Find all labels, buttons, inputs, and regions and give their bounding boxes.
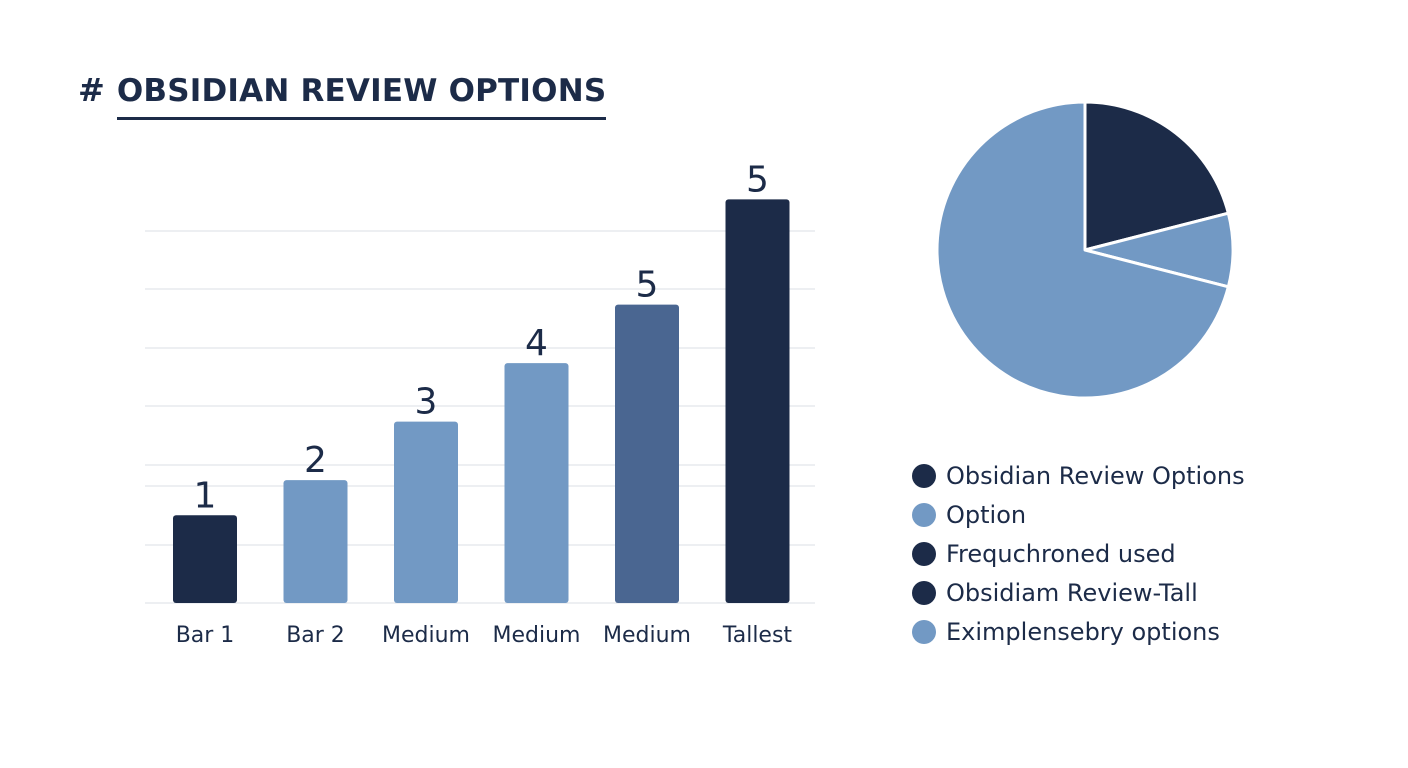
hash-icon: # <box>78 71 105 109</box>
bar-category-label-5: Medium <box>603 623 691 648</box>
bar-chart-grid <box>145 230 815 604</box>
pie-slice-3 <box>935 100 1230 400</box>
bar-chart-value-labels: 1 2 3 4 5 5 <box>194 159 769 516</box>
bar-value-label-3: 3 <box>415 382 438 423</box>
bar-chart-bars <box>173 199 790 603</box>
legend-swatch-icon <box>912 502 936 527</box>
legend-label: Option <box>946 500 1027 529</box>
legend-item: Frequchroned used <box>912 534 1245 573</box>
page-title: # OBSIDIAN REVIEW OPTIONS <box>78 71 607 120</box>
legend-item: Obsidiam Review-Tall <box>912 573 1245 612</box>
pie-slice-1 <box>1083 100 1230 252</box>
legend-swatch-icon <box>912 619 936 644</box>
legend-label: Eximplensebry options <box>946 617 1220 646</box>
bar-category-label-1: Bar 1 <box>176 623 235 648</box>
pie-chart-slices <box>935 100 1235 400</box>
pie-chart <box>935 100 1235 400</box>
bar-4 <box>504 363 569 603</box>
bar-6 <box>725 199 790 603</box>
legend-item: Option <box>912 495 1245 534</box>
legend-label: Obsidiam Review-Tall <box>946 578 1198 607</box>
bar-value-label-4: 4 <box>525 323 548 364</box>
bar-chart-category-labels: Bar 1 Bar 2 Medium Medium Medium Tallest <box>176 623 793 648</box>
pie-legend: Obsidian Review Options Option Frequchrone… <box>912 456 1245 651</box>
bar-2 <box>283 480 348 603</box>
bar-3 <box>394 421 458 603</box>
legend-label: Obsidian Review Options <box>946 461 1245 490</box>
bar-category-label-4: Medium <box>493 623 581 648</box>
bar-category-label-6: Tallest <box>722 623 793 648</box>
bar-category-label-3: Medium <box>382 623 470 648</box>
bar-chart: 1 2 3 4 5 5 Bar 1 Bar 2 Medium Medium Medium Talle… <box>145 159 815 648</box>
title-text: OBSIDIAN REVIEW OPTIONS <box>116 76 607 120</box>
legend-swatch-icon <box>912 580 936 605</box>
bar-value-label-5: 5 <box>636 265 659 306</box>
legend-item: Obsidian Review Options <box>912 456 1245 495</box>
bar-1 <box>173 515 237 603</box>
bar-value-label-6: 5 <box>746 159 769 200</box>
bar-value-label-2: 2 <box>304 440 327 481</box>
bar-5 <box>615 304 679 603</box>
legend-swatch-icon <box>912 541 936 566</box>
legend-swatch-icon <box>912 463 936 488</box>
legend-label: Frequchroned used <box>946 539 1176 568</box>
bar-category-label-2: Bar 2 <box>286 623 345 648</box>
bar-value-label-1: 1 <box>194 475 217 516</box>
legend-item: Eximplensebry options <box>912 612 1245 651</box>
